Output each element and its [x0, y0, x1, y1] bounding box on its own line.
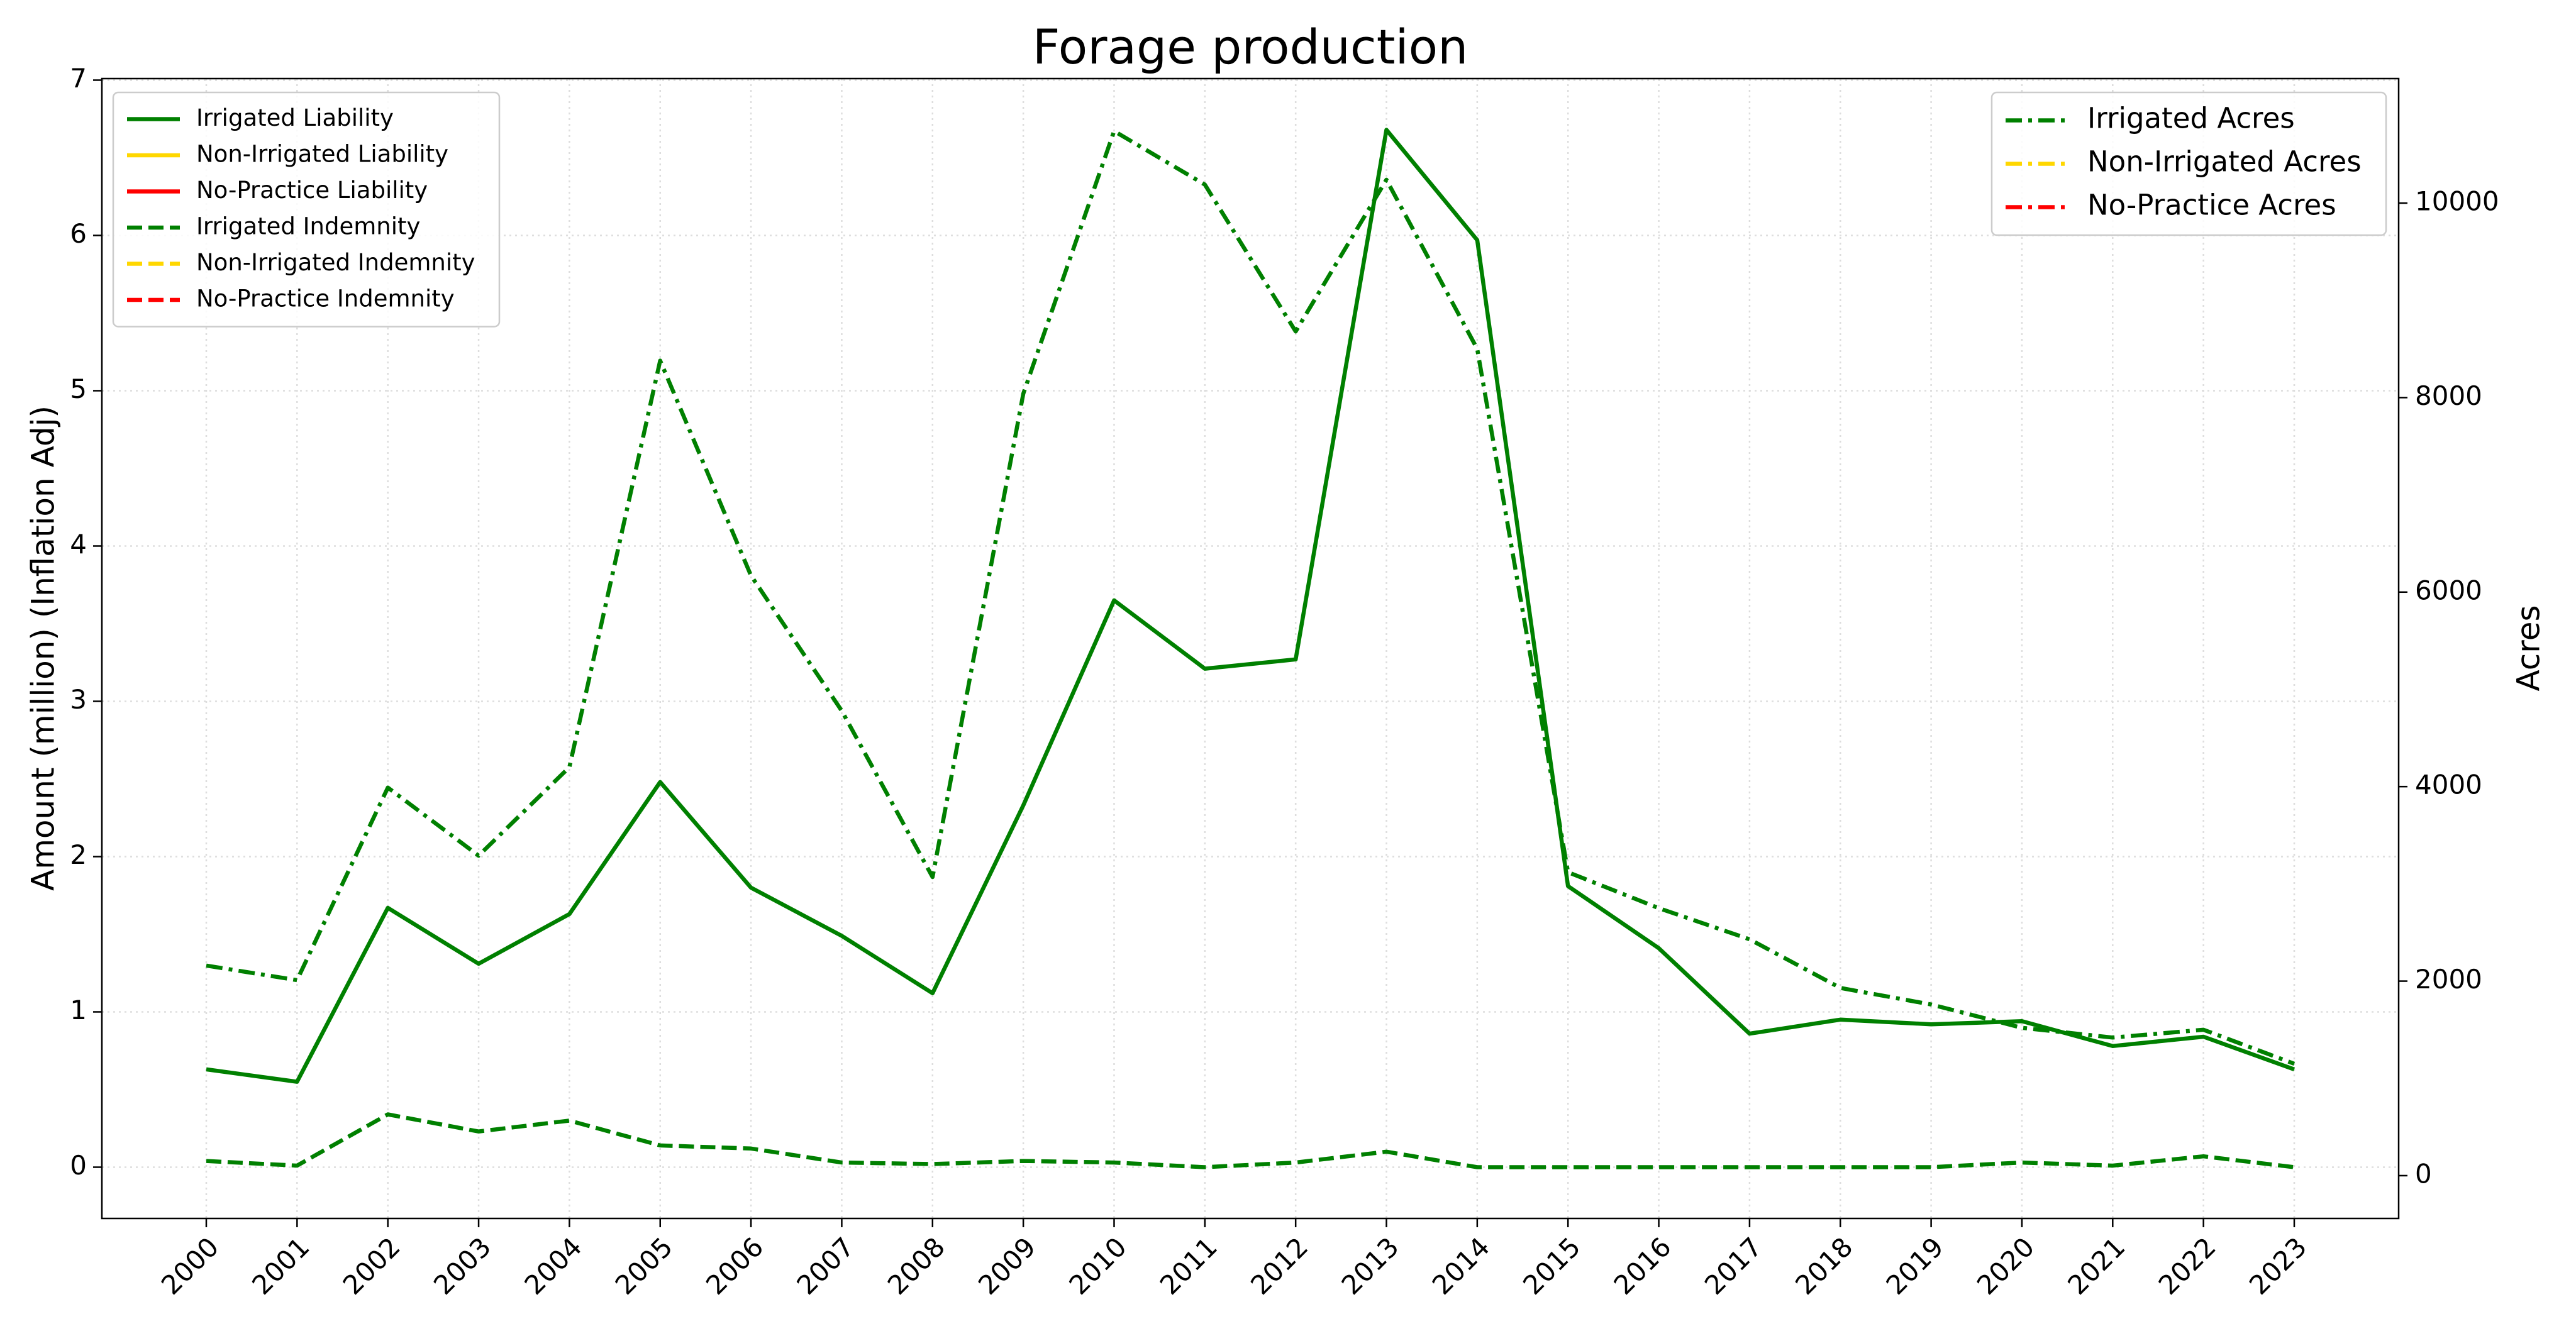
- legend-label: Non-Irrigated Liability: [196, 141, 448, 168]
- y2-tick-label: 2000: [2415, 964, 2482, 995]
- y-tick-label: 1: [70, 995, 87, 1025]
- series-line: [206, 129, 2296, 1066]
- legend-box: [112, 91, 501, 328]
- series-line: [206, 1112, 2295, 1169]
- legend: Irrigated Acres Non-Irrigated Acres No-Pra…: [1990, 91, 2387, 236]
- legend-label: Irrigated Indemnity: [196, 213, 420, 240]
- y-tick-label: 2: [70, 839, 87, 870]
- plot-frame: [101, 77, 2400, 1220]
- legend-label: No-Practice Indemnity: [196, 285, 455, 312]
- legend-label: No-Practice Liability: [196, 177, 428, 204]
- y2-tick-label: 4000: [2415, 770, 2482, 800]
- y2-tick-label: 8000: [2415, 380, 2482, 411]
- y-tick-label: 7: [70, 63, 87, 94]
- y2-tick-label: 6000: [2415, 575, 2482, 605]
- legend-label: No-Practice Acres: [2087, 189, 2336, 222]
- series-line: [206, 128, 2296, 1084]
- y-tick-label: 3: [70, 684, 87, 715]
- y-tick-label: 0: [70, 1150, 87, 1181]
- legend-label: Irrigated Liability: [196, 104, 394, 131]
- y2-tick-label: 10000: [2415, 186, 2499, 217]
- y2-tick-label: 0: [2415, 1158, 2432, 1189]
- chart-title: Forage production: [1033, 19, 1468, 75]
- y-tick-label: 6: [70, 218, 87, 249]
- legend: Irrigated Liability Non-Irrigated Liabili…: [112, 91, 501, 328]
- y-axis-label: Amount (million) (Inflation Adj): [25, 406, 62, 891]
- legend-label: Irrigated Acres: [2087, 102, 2295, 135]
- y-tick-label: 4: [70, 529, 87, 560]
- legend-box: [1990, 91, 2387, 236]
- legend-label: Non-Irrigated Acres: [2087, 145, 2362, 179]
- legend-label: Non-Irrigated Indemnity: [196, 249, 475, 276]
- y-tick-label: 5: [70, 373, 87, 404]
- y2-axis-label: Acres: [2511, 605, 2547, 691]
